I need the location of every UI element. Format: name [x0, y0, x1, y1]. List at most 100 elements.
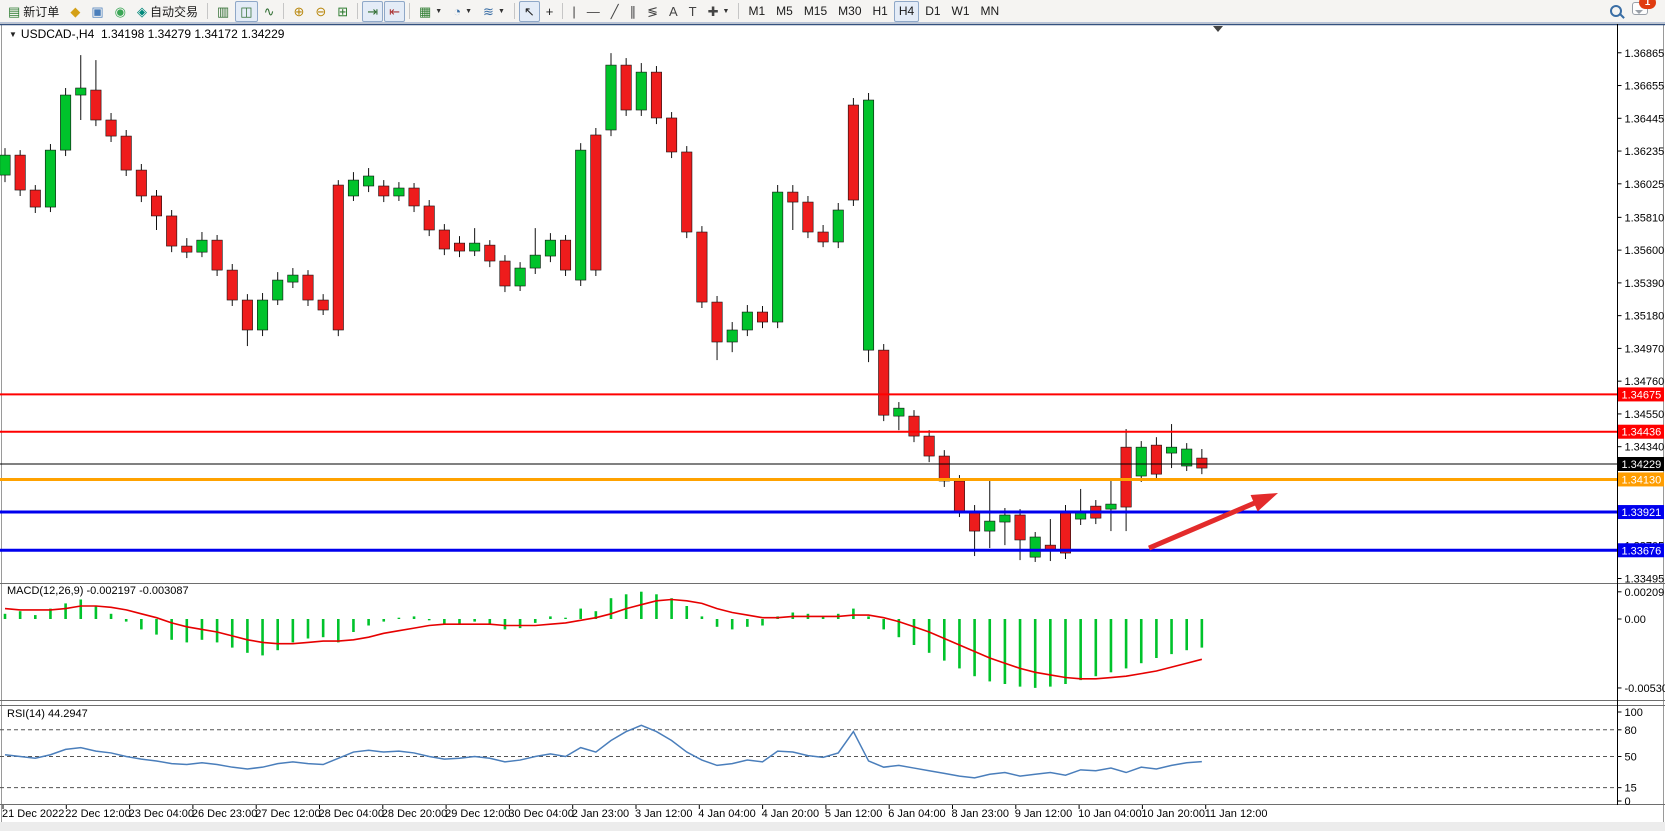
time-axis-label: 4 Jan 04:00 [698, 808, 756, 820]
candle-body [211, 239, 223, 271]
toolbar-right: 1 [1610, 0, 1662, 20]
timeframe-button-tf-m15[interactable]: M15 [799, 1, 832, 22]
periods-dropdown-button[interactable]: ◔ ▼ [448, 1, 477, 22]
candle-body [438, 229, 450, 250]
chart-title-overlay: ▼ USDCAD-,H4 1.34198 1.34279 1.34172 1.34… [9, 27, 284, 41]
new-order-button[interactable]: ▤ 新订单 [3, 1, 64, 22]
candle-body [529, 254, 541, 269]
candle-body [802, 201, 814, 233]
text-icon: A [669, 3, 678, 19]
candle-body [151, 195, 163, 217]
equidistant-channel-icon: ∥ [629, 3, 637, 19]
candlestick-chart-button[interactable]: ◫ [235, 0, 258, 22]
tf-m15-label: M15 [803, 4, 828, 18]
price-badge-1.34436: 1.34436 [1622, 427, 1662, 439]
profiles-button[interactable]: ▣ [86, 1, 108, 22]
candle-body [75, 87, 87, 96]
candle-body [1166, 446, 1178, 454]
chevron-down-icon: ▼ [435, 7, 443, 15]
text-label-icon: T [688, 3, 697, 19]
candle-body [257, 299, 269, 331]
candle-body [681, 151, 693, 233]
chart-shift-marker[interactable] [1213, 26, 1223, 32]
candle-body [847, 104, 859, 201]
timeframe-button-tf-m1[interactable]: M1 [743, 1, 770, 22]
timeframe-button-tf-mn[interactable]: MN [976, 1, 1005, 22]
fibonacci-button[interactable]: ≶ [642, 1, 663, 22]
candle-body [787, 191, 799, 203]
one-click-trading-toggle[interactable]: ▼ [9, 30, 17, 39]
candle-body [499, 260, 511, 287]
horizontal-line-button[interactable]: ― [582, 1, 605, 22]
chat-button[interactable]: 1 [1632, 0, 1656, 20]
candle-body [620, 64, 632, 111]
market-watch-button[interactable]: ◉ [110, 1, 131, 22]
chart-shift-button[interactable]: ⇤ [384, 0, 405, 22]
chevron-down-icon: ▼ [497, 7, 505, 15]
indicators-dropdown-icon: ≋ [483, 3, 494, 19]
toolbar-separator [357, 3, 359, 19]
new-order-label: 新订单 [23, 4, 60, 19]
time-axis-label: 5 Jan 12:00 [825, 808, 883, 820]
shapes-icon: ✚ [707, 3, 719, 19]
candle-body [196, 239, 208, 253]
chevron-down-icon: ▼ [465, 7, 473, 15]
toolbar-separator [738, 3, 740, 19]
trend-arrow-head [1250, 493, 1278, 512]
auto-scroll-button[interactable]: ⇥ [362, 0, 384, 22]
equidistant-channel-button[interactable]: ∥ [625, 1, 642, 22]
zoom-out-icon: ⊖ [315, 3, 327, 19]
zoom-out-button[interactable]: ⊖ [310, 1, 331, 22]
search-icon[interactable] [1610, 5, 1622, 17]
candle-body [1060, 510, 1072, 554]
candle-body [878, 349, 890, 416]
candle-body [969, 510, 981, 532]
crosshair-button[interactable]: + [541, 1, 559, 22]
candle-body [469, 242, 481, 252]
trend-arrow-line[interactable] [1148, 499, 1259, 551]
text-button[interactable]: A [664, 1, 683, 22]
new-chart-dropdown-button[interactable]: ▦ ▼ [414, 1, 447, 22]
timeframe-button-tf-h4[interactable]: H4 [893, 0, 920, 22]
timeframe-button-tf-d1[interactable]: D1 [920, 1, 945, 22]
price-badge-1.33921: 1.33921 [1622, 507, 1662, 519]
candle-body [1196, 457, 1208, 469]
candle-body [347, 179, 359, 197]
cursor-button[interactable]: ↖ [518, 0, 540, 22]
line-chart-button[interactable]: ∿ [259, 1, 280, 22]
tf-w1-label: W1 [951, 4, 970, 18]
price-tick-label: 1.34550 [1625, 409, 1665, 421]
text-label-button[interactable]: T [684, 1, 702, 22]
timeframe-button-tf-m30[interactable]: M30 [833, 1, 866, 22]
market-watch-icon: ◉ [114, 3, 126, 19]
indicators-dropdown-button[interactable]: ≋ ▼ [478, 1, 510, 22]
timeframe-button-tf-h1[interactable]: H1 [868, 1, 893, 22]
timeframe-button-tf-m5[interactable]: M5 [771, 1, 798, 22]
tile-windows-button[interactable]: ⊞ [332, 1, 353, 22]
bar-chart-button[interactable]: ▥ [212, 1, 234, 22]
price-badge-1.33676: 1.33676 [1622, 545, 1662, 557]
candle-body [938, 455, 950, 482]
shapes-button[interactable]: ✚ ▼ [703, 1, 735, 22]
candle-body [363, 175, 375, 187]
candle-body [226, 269, 238, 301]
price-badge-box [1618, 457, 1664, 472]
zoom-in-button[interactable]: ⊕ [288, 1, 309, 22]
candle-body [272, 279, 284, 301]
candle-body [287, 274, 299, 283]
candle-body [832, 209, 844, 243]
algo-trading-label: 自动交易 [149, 4, 198, 19]
candle-body [423, 205, 435, 231]
candle-body [590, 134, 602, 271]
chat-unread-badge: 1 [1639, 0, 1656, 9]
rsi-axis-label: 80 [1625, 725, 1637, 737]
vertical-line-button[interactable]: | [567, 1, 580, 22]
tile-windows-icon: ⊞ [337, 3, 349, 19]
price-tick-label: 1.35390 [1625, 278, 1665, 290]
candle-body [726, 329, 738, 343]
new-chart-button[interactable]: ◆ [65, 1, 85, 22]
algo-trading-button[interactable]: ◈ 自动交易 [132, 1, 203, 22]
trendline-button[interactable]: ╱ [606, 1, 624, 22]
timeframe-button-tf-w1[interactable]: W1 [947, 1, 975, 22]
